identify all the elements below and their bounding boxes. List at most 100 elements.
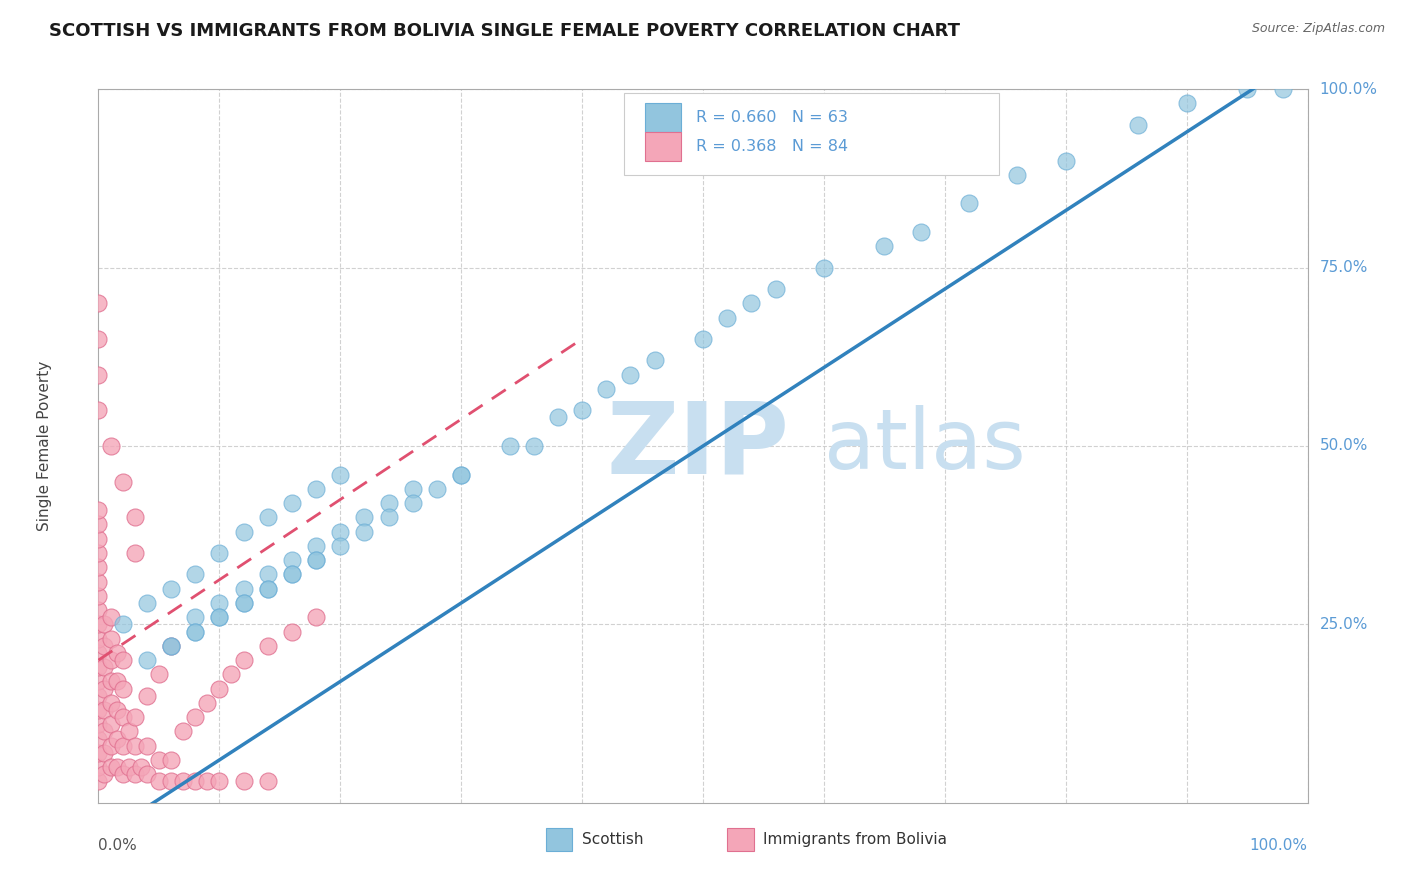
Point <box>232 524 254 539</box>
Point <box>256 582 278 596</box>
Point <box>100 696 122 710</box>
Point <box>111 475 134 489</box>
Point <box>329 467 352 482</box>
Point <box>232 582 254 596</box>
Point <box>93 724 115 739</box>
Point <box>716 310 738 325</box>
Bar <box>645 132 682 161</box>
Point <box>124 739 146 753</box>
Point <box>305 553 328 567</box>
FancyBboxPatch shape <box>624 93 1000 175</box>
Point <box>100 653 122 667</box>
Point <box>87 632 110 646</box>
Text: R = 0.368   N = 84: R = 0.368 N = 84 <box>696 139 848 153</box>
Point <box>208 610 231 624</box>
Point <box>957 196 980 211</box>
Point <box>305 610 328 624</box>
Point <box>195 774 218 789</box>
Point <box>813 260 835 275</box>
Bar <box>645 103 682 132</box>
Point <box>377 510 399 524</box>
Text: 100.0%: 100.0% <box>1250 838 1308 854</box>
Point <box>111 681 134 696</box>
Point <box>105 703 128 717</box>
Point <box>450 467 472 482</box>
Point <box>232 774 254 789</box>
Point <box>1054 153 1077 168</box>
Point <box>208 774 231 789</box>
Point <box>100 632 122 646</box>
Point <box>135 739 157 753</box>
Point <box>184 624 207 639</box>
Point <box>118 724 141 739</box>
Point <box>100 739 122 753</box>
Point <box>232 596 254 610</box>
Point <box>87 403 110 417</box>
Text: 0.0%: 0.0% <box>98 838 138 854</box>
Point <box>87 368 110 382</box>
Bar <box>727 829 754 851</box>
Point <box>87 760 110 774</box>
Point <box>93 703 115 717</box>
Point <box>377 496 399 510</box>
Point <box>124 767 146 781</box>
Point <box>87 332 110 346</box>
Point <box>93 639 115 653</box>
Point <box>281 496 304 510</box>
Point <box>765 282 787 296</box>
Point <box>305 539 328 553</box>
Point <box>87 660 110 674</box>
Point <box>498 439 520 453</box>
Point <box>124 546 146 560</box>
Point <box>1272 82 1295 96</box>
Point <box>87 731 110 746</box>
Point <box>256 582 278 596</box>
Point <box>281 553 304 567</box>
Point <box>281 567 304 582</box>
Point <box>184 774 207 789</box>
Point <box>148 667 170 681</box>
Point <box>232 596 254 610</box>
Text: atlas: atlas <box>824 406 1025 486</box>
Point <box>172 724 194 739</box>
Point <box>105 674 128 689</box>
Point <box>281 624 304 639</box>
Point <box>221 667 243 681</box>
Point <box>87 603 110 617</box>
Point <box>118 760 141 774</box>
Point <box>148 753 170 767</box>
Point <box>305 553 328 567</box>
Point <box>426 482 449 496</box>
Point <box>105 646 128 660</box>
Point <box>329 539 352 553</box>
Point <box>450 467 472 482</box>
Point <box>160 639 183 653</box>
Point <box>111 653 134 667</box>
Point <box>256 567 278 582</box>
Point <box>87 532 110 546</box>
Point <box>256 639 278 653</box>
Point <box>1128 118 1150 132</box>
Point <box>910 225 932 239</box>
Point <box>208 546 231 560</box>
Text: 25.0%: 25.0% <box>1320 617 1368 632</box>
Point <box>111 739 134 753</box>
Point <box>256 774 278 789</box>
Point <box>402 496 425 510</box>
Point <box>111 767 134 781</box>
Point <box>1175 96 1198 111</box>
Point <box>172 774 194 789</box>
Point <box>160 582 183 596</box>
Point <box>184 710 207 724</box>
Point <box>87 296 110 310</box>
Point <box>100 610 122 624</box>
Point <box>100 760 122 774</box>
Point <box>111 710 134 724</box>
Point <box>93 617 115 632</box>
Point <box>232 653 254 667</box>
Point <box>523 439 546 453</box>
Point <box>135 653 157 667</box>
Text: SCOTTISH VS IMMIGRANTS FROM BOLIVIA SINGLE FEMALE POVERTY CORRELATION CHART: SCOTTISH VS IMMIGRANTS FROM BOLIVIA SING… <box>49 22 960 40</box>
Point <box>87 503 110 517</box>
Point <box>329 524 352 539</box>
